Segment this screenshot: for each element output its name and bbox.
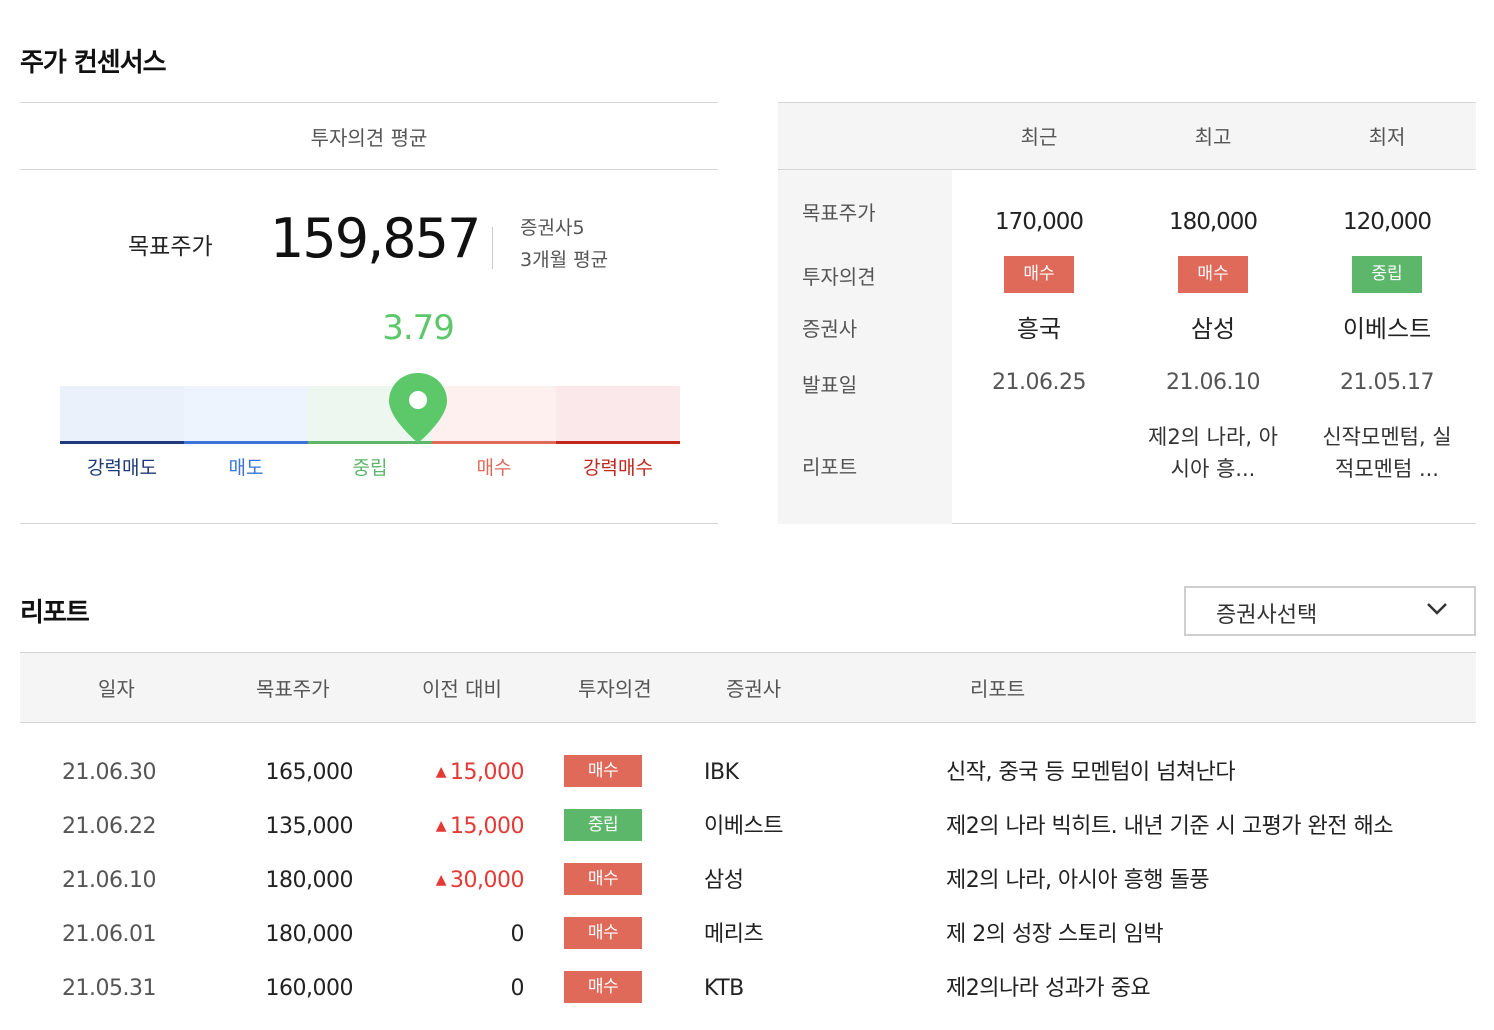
score-value: 3.79 [382, 308, 455, 348]
row-broker: IBK [704, 760, 739, 785]
summary-date: 21.05.17 [1340, 370, 1434, 395]
row-label-broker: 증권사 [802, 317, 858, 341]
chevron-down-icon [1427, 603, 1447, 615]
header-report: 리포트 [970, 677, 1026, 701]
average-period: 3개월 평균 [520, 249, 609, 271]
row-broker: 삼성 [704, 868, 744, 893]
summary-report-link[interactable]: 신작모멘텀, 실 적모멘텀 ... [1322, 425, 1452, 481]
summary-broker: 이베스트 [1342, 315, 1432, 343]
summary-date: 21.06.25 [992, 370, 1086, 395]
row-report-link[interactable]: 제2의 나라, 아시아 흥행 돌풍 [946, 868, 1210, 893]
opinion-badge: 중립 [1352, 256, 1422, 293]
header-target: 목표주가 [256, 677, 330, 701]
row-report-link[interactable]: 제2의 나라 빅히트. 내년 기준 시 고평가 완전 해소 [946, 814, 1394, 839]
gauge-segment [184, 386, 308, 444]
row-target: 160,000 [265, 976, 354, 1001]
row-label-opinion: 투자의견 [802, 265, 876, 289]
table-row[interactable]: 21.06.01 180,000 0 매수 메리츠 제 2의 성장 스토리 임박 [20, 908, 1476, 962]
row-date: 21.06.22 [62, 814, 156, 839]
row-date: 21.06.10 [62, 868, 156, 893]
gauge-label: 강력매도 [87, 457, 157, 479]
gauge-line [60, 441, 184, 444]
header-broker: 증권사 [726, 677, 782, 701]
summary-target: 180,000 [1168, 209, 1258, 235]
row-date: 21.06.30 [62, 760, 156, 785]
row-date: 21.06.01 [62, 922, 156, 947]
row-diff: ▲ 15,000 [435, 760, 525, 785]
report-table-header: 일자 목표주가 이전 대비 투자의견 증권사 리포트 [20, 652, 1476, 723]
table-row[interactable]: 21.06.30 165,000 ▲ 15,000 매수 IBK 신작, 중국 등 모멘텀이… [20, 746, 1476, 800]
summary-target: 120,000 [1342, 209, 1432, 235]
broker-select[interactable]: 증권사선택 [1184, 586, 1476, 636]
row-broker: KTB [704, 976, 744, 1001]
up-triangle-icon: ▲ [435, 818, 447, 834]
consensus-title: 주가 컨센서스 [20, 48, 167, 78]
row-label-date: 발표일 [802, 373, 858, 397]
opinion-badge: 매수 [564, 863, 642, 895]
gauge-line [556, 441, 680, 444]
gauge-label: 강력매수 [583, 457, 653, 479]
row-diff: 0 [510, 922, 525, 947]
avg-header: 투자의견 평균 [20, 103, 718, 170]
row-label-report: 리포트 [802, 455, 858, 479]
col-highest: 최고 [1194, 125, 1232, 149]
target-price-value: 159,857 [270, 207, 481, 270]
opinion-badge: 매수 [564, 917, 642, 949]
row-broker: 이베스트 [704, 814, 783, 839]
gauge-segment [432, 386, 556, 444]
row-diff: ▲ 15,000 [435, 814, 525, 839]
row-report-link[interactable]: 신작, 중국 등 모멘텀이 넘쳐난다 [946, 760, 1236, 785]
consensus-summary-panel: 최근 최고 최저 목표주가 투자의견 증권사 발표일 리포트 170,000 매… [778, 102, 1476, 524]
table-row[interactable]: 21.05.31 160,000 0 매수 KTB 제2의나라 성과가 중요 [20, 962, 1476, 1016]
summary-date: 21.06.10 [1166, 370, 1260, 395]
row-target: 180,000 [265, 922, 354, 947]
table-row[interactable]: 21.06.10 180,000 ▲ 30,000 매수 삼성 제2의 나라, 아시아 흥행… [20, 854, 1476, 908]
summary-broker: 흥국 [1016, 315, 1062, 343]
gauge-segment [60, 386, 184, 444]
gauge-label: 매도 [228, 457, 264, 479]
broker-select-label: 증권사선택 [1216, 603, 1318, 628]
row-report-link[interactable]: 제2의나라 성과가 중요 [946, 976, 1151, 1001]
gauge-label: 매수 [476, 457, 512, 479]
row-target: 135,000 [265, 814, 354, 839]
up-triangle-icon: ▲ [435, 872, 447, 888]
divider [492, 227, 493, 269]
row-target: 165,000 [265, 760, 354, 785]
gauge-line [184, 441, 308, 444]
table-row[interactable]: 21.06.22 135,000 ▲ 15,000 중립 이베스트 제2의 나라 빅히트. … [20, 800, 1476, 854]
gauge-line [432, 441, 556, 444]
opinion-badge: 중립 [564, 809, 642, 841]
gauge-segment [556, 386, 680, 444]
row-diff: ▲ 30,000 [435, 868, 525, 893]
header-opinion: 투자의견 [578, 677, 652, 701]
opinion-badge: 매수 [1004, 256, 1074, 293]
row-broker: 메리츠 [704, 922, 764, 947]
row-target: 180,000 [265, 868, 354, 893]
location-pin-icon [387, 371, 449, 445]
opinion-badge: 매수 [564, 971, 642, 1003]
summary-broker: 삼성 [1190, 315, 1236, 343]
opinion-badge: 매수 [1178, 256, 1248, 293]
summary-target: 170,000 [994, 209, 1084, 235]
row-report-link[interactable]: 제 2의 성장 스토리 임박 [946, 922, 1164, 947]
col-recent: 최근 [1020, 125, 1058, 149]
row-diff: 0 [510, 976, 525, 1001]
reports-title: 리포트 [20, 598, 90, 628]
brokers-count: 증권사5 [520, 217, 585, 239]
consensus-average-panel: 투자의견 평균 목표주가 159,857 증권사5 3개월 평균 강력매도 매도 중… [20, 102, 718, 524]
summary-report-link[interactable]: 제2의 나라, 아 시아 흥... [1148, 425, 1278, 481]
gauge-line [308, 441, 432, 444]
header-date: 일자 [98, 677, 135, 701]
opinion-badge: 매수 [564, 755, 642, 787]
col-lowest: 최저 [1368, 125, 1406, 149]
row-label-target: 목표주가 [802, 201, 876, 225]
gauge-label: 중립 [352, 457, 388, 479]
up-triangle-icon: ▲ [435, 764, 447, 780]
row-date: 21.05.31 [62, 976, 156, 1001]
header-diff: 이전 대비 [422, 677, 502, 701]
target-price-label: 목표주가 [128, 234, 213, 260]
